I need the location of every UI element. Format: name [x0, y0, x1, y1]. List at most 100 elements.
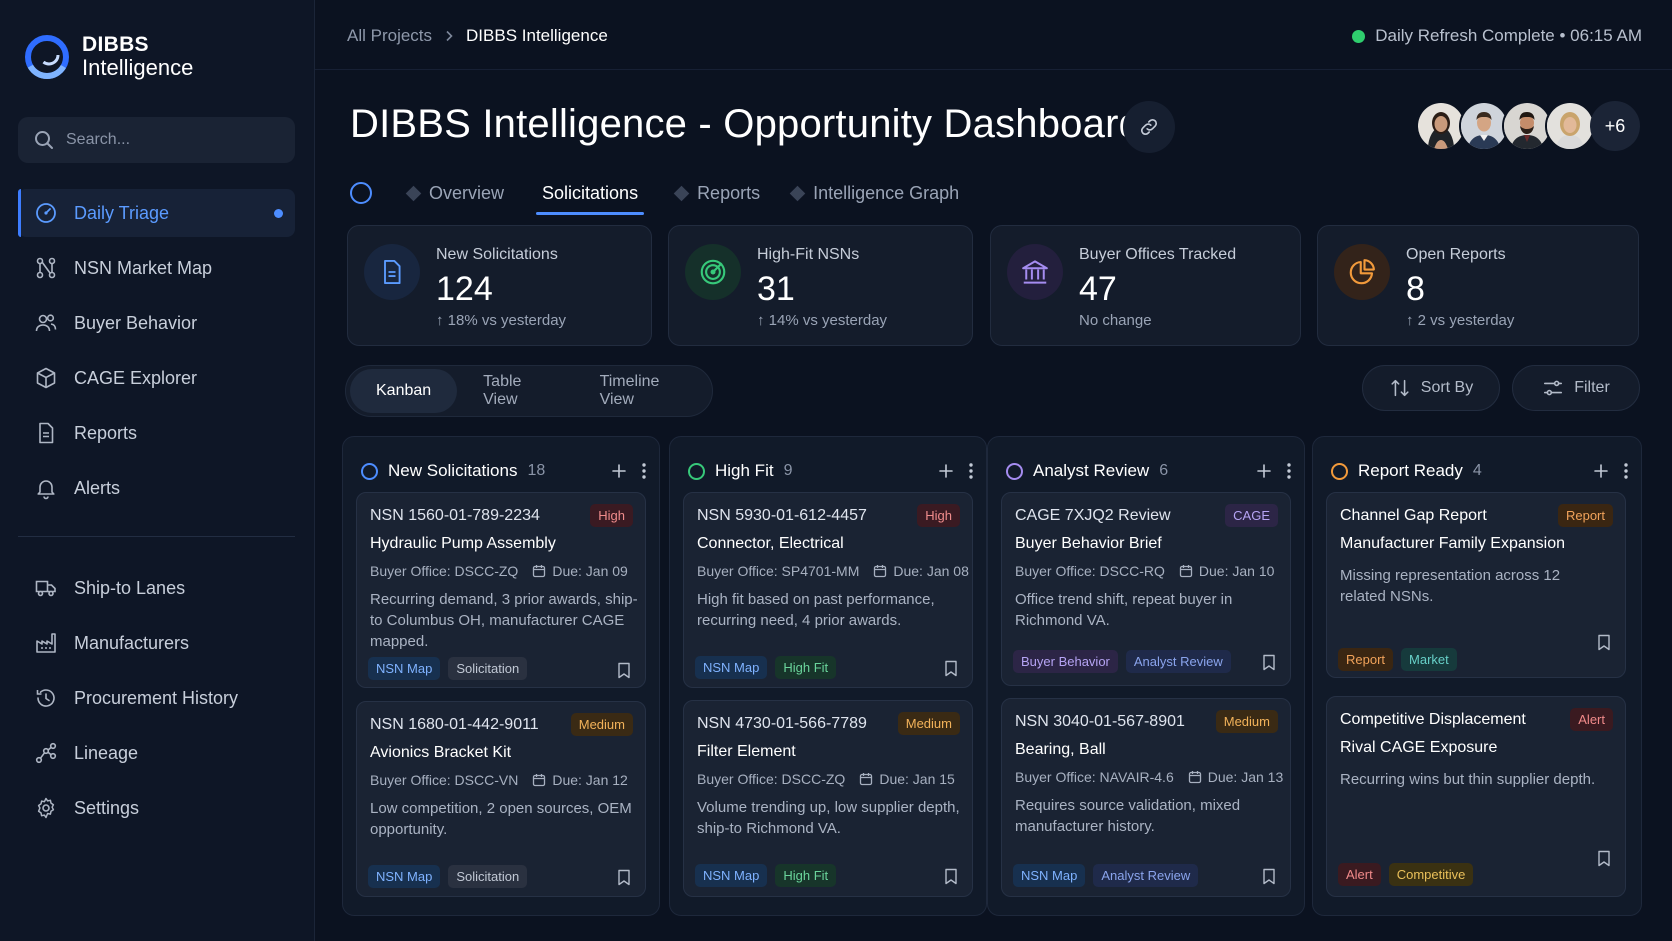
avatar[interactable] — [1545, 101, 1595, 151]
bookmark-icon[interactable] — [944, 868, 958, 885]
tag[interactable]: Buyer Behavior — [1013, 650, 1118, 673]
add-card-icon[interactable] — [1256, 463, 1272, 479]
page-tabs: Overview Solicitations Reports Intellige… — [350, 176, 991, 215]
calendar-icon — [874, 565, 887, 578]
tag[interactable]: Competitive — [1388, 863, 1474, 886]
bookmark-icon[interactable] — [1262, 868, 1276, 885]
nav-item-daily-triage[interactable]: Daily Triage — [18, 189, 295, 237]
nav-item-reports[interactable]: Reports — [18, 409, 295, 457]
kanban-card[interactable]: Channel Gap Report Report Manufacturer F… — [1326, 492, 1626, 678]
more-vertical-icon[interactable] — [1623, 462, 1629, 480]
nav-item-buyer-behavior[interactable]: Buyer Behavior — [18, 299, 295, 347]
bookmark-icon[interactable] — [944, 660, 958, 677]
stat-card-open-reports[interactable]: Open Reports 8 ↑ 2 vs yesterday — [1317, 225, 1639, 346]
card-heading: Channel Gap Report — [1340, 507, 1487, 524]
tag[interactable]: NSN Map — [368, 865, 441, 888]
tag[interactable]: Analyst Review — [1093, 864, 1199, 887]
card-title: Hydraulic Pump Assembly — [370, 535, 556, 552]
nav-item-alerts[interactable]: Alerts — [18, 464, 295, 512]
copy-link-button[interactable] — [1123, 101, 1175, 153]
avatar[interactable] — [1459, 101, 1509, 151]
card-tags: Report Market — [1338, 648, 1457, 671]
column-title: Analyst Review — [1033, 461, 1150, 480]
filter-sliders-icon — [1544, 380, 1563, 396]
calendar-icon — [1188, 771, 1201, 784]
nav-item-manufacturers[interactable]: Manufacturers — [18, 619, 295, 667]
brand[interactable]: DIBBS Intelligence — [24, 34, 193, 80]
factory-icon — [36, 633, 56, 653]
bookmark-icon[interactable] — [1597, 850, 1611, 867]
tag[interactable]: High Fit — [775, 864, 837, 887]
nav-item-lineage[interactable]: Lineage — [18, 729, 295, 777]
tag[interactable]: NSN Map — [368, 657, 441, 680]
bookmark-icon[interactable] — [1597, 634, 1611, 651]
link-icon — [1140, 118, 1158, 136]
stat-value: 47 — [1079, 270, 1117, 308]
more-vertical-icon[interactable] — [1286, 462, 1292, 480]
more-vertical-icon[interactable] — [968, 462, 974, 480]
breadcrumb-root[interactable]: All Projects — [347, 26, 433, 45]
tag[interactable]: Solicitation — [448, 865, 528, 888]
view-timeline[interactable]: Timeline View — [599, 373, 660, 408]
search-box[interactable] — [18, 117, 295, 163]
bookmark-icon[interactable] — [617, 869, 631, 886]
column-status-ring-icon — [1331, 462, 1348, 480]
stat-card-new-solicitations[interactable]: New Solicitations 124 ↑ 18% vs yesterday — [347, 225, 652, 346]
tag[interactable]: Report — [1338, 648, 1394, 671]
nav-item-settings[interactable]: Settings — [18, 784, 295, 832]
add-card-icon[interactable] — [938, 463, 954, 479]
tag[interactable]: Analyst Review — [1125, 650, 1231, 673]
nav-item-nsn-market-map[interactable]: NSN Market Map — [18, 244, 295, 292]
kanban-card[interactable]: NSN 3040-01-567-8901 Medium Bearing, Bal… — [1001, 698, 1291, 897]
nav-item-cage-explorer[interactable]: CAGE Explorer — [18, 354, 295, 402]
arrow-up-icon: ↑ — [436, 312, 448, 329]
filter-button[interactable]: Filter — [1512, 365, 1640, 411]
card-title: Manufacturer Family Expansion — [1340, 535, 1565, 552]
search-input[interactable] — [66, 131, 266, 149]
card-nsn: NSN 1560-01-789-2234 — [370, 507, 540, 524]
tab-reports[interactable]: Reports — [673, 176, 760, 210]
more-vertical-icon[interactable] — [641, 462, 647, 480]
add-card-icon[interactable] — [1593, 463, 1609, 479]
tab-overview[interactable]: Overview — [405, 176, 504, 210]
tab-status-ring-icon[interactable] — [350, 182, 372, 204]
view-table[interactable]: Table View — [483, 373, 522, 408]
avatar[interactable] — [1416, 101, 1466, 151]
more-collaborators-count[interactable]: +6 — [1590, 101, 1640, 151]
add-card-icon[interactable] — [611, 463, 627, 479]
card-title: Bearing, Ball — [1015, 741, 1106, 758]
chevron-right-icon — [446, 30, 453, 42]
tag[interactable]: NSN Map — [695, 864, 768, 887]
tag[interactable]: Alert — [1338, 863, 1381, 886]
kanban-card[interactable]: CAGE 7XJQ2 Review CAGE Buyer Behavior Br… — [1001, 492, 1291, 686]
tag[interactable]: NSN Map — [1013, 864, 1086, 887]
stat-card-high-fit-nsns[interactable]: High-Fit NSNs 31 ↑ 14% vs yesterday — [668, 225, 973, 346]
kanban-card[interactable]: NSN 1680-01-442-9011 Medium Avionics Bra… — [356, 701, 646, 897]
nav-item-procurement-history[interactable]: Procurement History — [18, 674, 295, 722]
collaborator-avatars[interactable]: +6 — [1416, 101, 1640, 151]
tag[interactable]: NSN Map — [695, 656, 768, 679]
kanban-card[interactable]: Competitive Displacement Alert Rival CAG… — [1326, 696, 1626, 897]
bookmark-icon[interactable] — [1262, 654, 1276, 671]
tag[interactable]: High Fit — [775, 656, 837, 679]
tag[interactable]: Solicitation — [448, 657, 528, 680]
tab-intelligence-graph[interactable]: Intelligence Graph — [789, 176, 959, 210]
column-header: New Solicitations 18 — [361, 457, 647, 485]
sort-button[interactable]: Sort By — [1362, 365, 1500, 411]
tab-solicitations[interactable]: Solicitations — [536, 176, 645, 215]
card-description: Low competition, 2 open sources, OEM opp… — [370, 800, 632, 838]
bookmark-icon[interactable] — [617, 662, 631, 679]
unread-dot — [274, 208, 283, 218]
stat-card-buyer-offices[interactable]: Buyer Offices Tracked 47 No change — [990, 225, 1301, 346]
avatar[interactable] — [1502, 101, 1552, 151]
priority-badge: High — [917, 504, 960, 527]
kanban-card[interactable]: NSN 4730-01-566-7789 Medium Filter Eleme… — [683, 700, 973, 897]
kanban-card[interactable]: NSN 1560-01-789-2234 High Hydraulic Pump… — [356, 492, 646, 688]
nav-item-ship-to-lanes[interactable]: Ship-to Lanes — [18, 564, 295, 612]
view-kanban[interactable]: Kanban — [350, 369, 458, 413]
card-tags: NSN Map Solicitation — [368, 657, 528, 680]
users-icon — [35, 314, 57, 332]
tag[interactable]: Market — [1401, 648, 1457, 671]
kanban-card[interactable]: NSN 5930-01-612-4457 High Connector, Ele… — [683, 492, 973, 688]
brand-name: DIBBS — [82, 33, 149, 57]
